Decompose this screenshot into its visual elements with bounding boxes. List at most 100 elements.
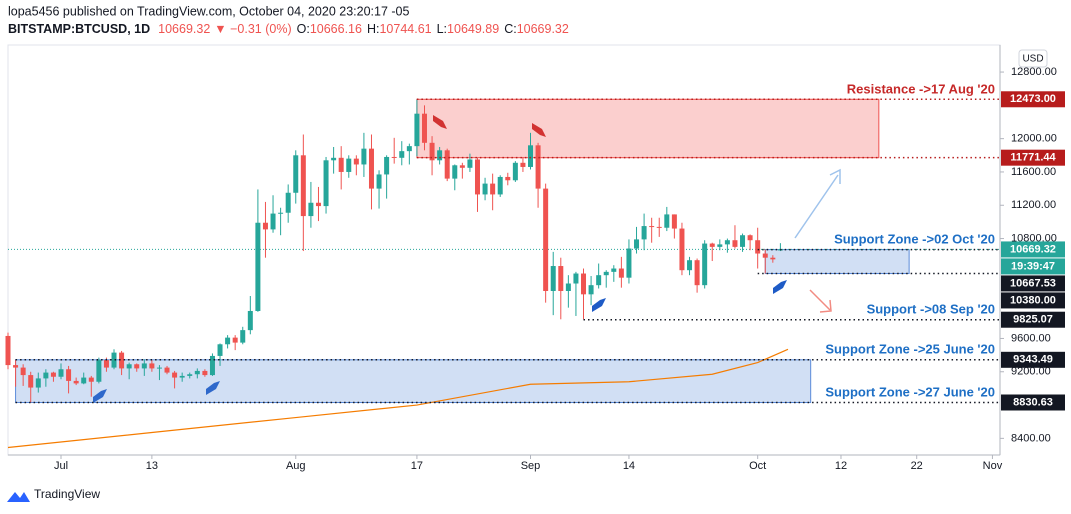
- candle-body: [406, 146, 412, 152]
- candle-body: [164, 367, 170, 373]
- candle-body: [384, 156, 390, 175]
- candle-body: [376, 174, 382, 189]
- candle-body: [368, 148, 374, 189]
- candle-body: [300, 155, 306, 217]
- y-tick-label: 11200.00: [1011, 199, 1056, 211]
- candle-body: [126, 364, 132, 369]
- marker: [532, 123, 546, 137]
- price-tag-label: 10380.00: [1010, 294, 1056, 306]
- candle-body: [81, 377, 87, 384]
- candle-body: [755, 240, 761, 254]
- y-tick-label: 9200.00: [1011, 366, 1051, 378]
- price-tag: [1001, 241, 1065, 258]
- candle-body: [111, 352, 117, 368]
- price-tag: [1001, 311, 1065, 328]
- candle-body: [611, 268, 617, 272]
- candle-body: [573, 273, 579, 284]
- price-tag-label: 19:39:47: [1011, 260, 1055, 272]
- moving-average: [7, 348, 789, 449]
- price-tag-label: 9825.07: [1013, 314, 1053, 326]
- candle-body: [338, 157, 344, 172]
- candle-body: [96, 360, 102, 382]
- candle-body: [429, 142, 435, 161]
- x-tick-label: 22: [911, 460, 923, 472]
- candle-body: [747, 235, 753, 241]
- header-field: BITSTAMP:BTCUSD, 1D: [8, 22, 150, 36]
- header-field: L:: [437, 22, 447, 36]
- price-tag-label: 10669.32: [1010, 243, 1056, 255]
- candle-body: [437, 150, 443, 161]
- y-tick-label: 12800.00: [1011, 66, 1057, 78]
- candle-body: [709, 243, 715, 247]
- candle-body: [323, 160, 329, 207]
- candle-body: [740, 235, 746, 247]
- candle-body: [550, 266, 556, 291]
- candle-body: [5, 335, 11, 366]
- candle-body: [156, 367, 162, 369]
- candle-body: [88, 377, 94, 382]
- candle-body: [581, 273, 587, 295]
- y-tick-label: 8400.00: [1011, 432, 1051, 444]
- annotation: Support ->08 Sep '20: [867, 301, 995, 316]
- price-tag: [1001, 149, 1065, 166]
- down-arrow-head: [819, 299, 832, 313]
- marker: [93, 389, 107, 403]
- candle-body: [512, 162, 518, 181]
- price-tag: [1001, 351, 1065, 368]
- x-tick-label: Aug: [286, 460, 306, 472]
- candle-body: [724, 240, 730, 245]
- candle-body: [308, 202, 314, 217]
- candle-body: [134, 364, 140, 369]
- candle-body: [28, 375, 34, 388]
- candle-body: [20, 367, 26, 376]
- candle-body: [694, 260, 700, 286]
- candle-body: [565, 283, 571, 291]
- header-field: 10744.61: [379, 22, 431, 36]
- candle-body: [452, 165, 458, 179]
- candle-body: [717, 244, 723, 247]
- candle-body: [278, 212, 284, 214]
- candle-body: [656, 226, 662, 228]
- candle-body: [187, 374, 193, 376]
- candle-body: [35, 378, 41, 388]
- marker: [773, 280, 787, 294]
- annotation: Resistance ->17 Aug '20: [847, 81, 995, 96]
- candle-body: [528, 145, 534, 167]
- candle-body: [43, 372, 49, 379]
- price-tag-label: 9343.49: [1013, 354, 1053, 366]
- candle-body: [232, 337, 238, 343]
- candle-body: [558, 266, 564, 291]
- zone: [15, 359, 812, 404]
- candle-body: [634, 239, 640, 249]
- price-tag: [1001, 91, 1065, 108]
- candle-body: [50, 372, 56, 377]
- candle-body: [671, 214, 677, 229]
- candle-body: [103, 360, 109, 368]
- currency-box: [1018, 49, 1048, 68]
- marker: [592, 298, 606, 312]
- candle-body: [179, 375, 185, 378]
- x-tick-label: 13: [146, 460, 158, 472]
- price-tag: [1001, 292, 1065, 309]
- logo-icon: [7, 492, 30, 502]
- decorations: [7, 115, 841, 502]
- candle-body: [202, 370, 208, 376]
- up-arrow-head: [829, 168, 841, 184]
- candle-body: [626, 248, 632, 278]
- marker: [206, 381, 220, 395]
- candle-body: [664, 214, 670, 228]
- candle-body: [687, 260, 693, 271]
- price-tag-label: 12473.00: [1010, 93, 1056, 105]
- annotation: Support Zone ->02 Oct '20: [834, 231, 995, 246]
- candle-body: [217, 344, 223, 356]
- candle-body: [732, 240, 738, 247]
- annotation: Support Zone ->25 June '20: [825, 341, 995, 356]
- candle-body: [641, 226, 647, 240]
- candle-body: [225, 337, 231, 345]
- candle-body: [505, 176, 511, 181]
- candle-body: [467, 159, 473, 168]
- candle-body: [66, 369, 72, 381]
- candle-body: [353, 158, 359, 165]
